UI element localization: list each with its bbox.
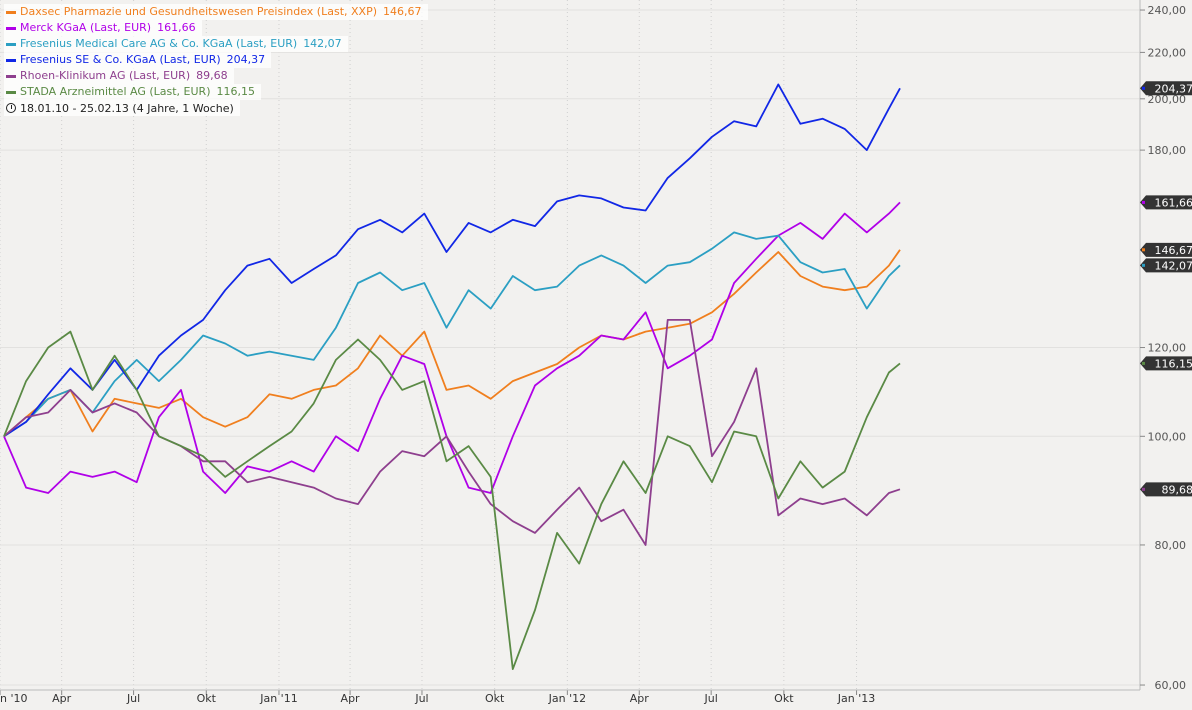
y-tick-label: 220,00	[1148, 46, 1187, 59]
legend-series-name: Fresenius SE & Co. KGaA (Last, EUR)	[20, 53, 221, 66]
x-tick-label: Apr	[52, 692, 72, 705]
badge-color-marker	[1142, 248, 1145, 252]
last-value-label: 146,67	[1155, 244, 1192, 257]
series-line	[3, 83, 901, 438]
last-value-badge	[1140, 258, 1192, 273]
grid	[0, 0, 1140, 690]
legend-series-value: 204,37	[226, 53, 266, 66]
y-tick-label: 200,00	[1148, 93, 1187, 106]
last-value-label: 116,15	[1155, 357, 1192, 370]
x-tick-label: Jul	[704, 692, 718, 705]
x-tick-label: Jan '13	[837, 692, 875, 705]
x-tick-label: Okt	[197, 692, 217, 705]
legend-series-name: Daxsec Pharmazie und Gesundheitswesen Pr…	[20, 5, 377, 18]
series-line	[3, 330, 901, 670]
x-tick-label: Apr	[630, 692, 650, 705]
last-value-badge	[1140, 482, 1192, 497]
legend-series-name: Merck KGaA (Last, EUR)	[20, 21, 152, 34]
y-tick-label: 100,00	[1148, 430, 1187, 443]
legend: Daxsec Pharmazie und Gesundheitswesen Pr…	[4, 4, 428, 116]
badge-color-marker	[1142, 86, 1145, 90]
legend-series-value: 142,07	[303, 37, 342, 50]
x-tick-label: Jan '12	[548, 692, 586, 705]
legend-item: STADA Arzneimittel AG (Last, EUR) 116,15	[4, 84, 261, 100]
last-value-badge	[1140, 195, 1192, 210]
x-axis: n '10 Apr Jul Okt Jan '11 Apr Jul Okt Jan '12 Apr…	[0, 689, 1140, 705]
legend-series-name: STADA Arzneimittel AG (Last, EUR)	[20, 85, 211, 98]
legend-swatch	[6, 90, 16, 94]
legend-swatch	[6, 74, 16, 78]
badge-color-marker	[1142, 487, 1145, 491]
last-value-label: 161,66	[1155, 196, 1192, 209]
legend-item: Rhoen-Klinikum AG (Last, EUR) 89,68	[4, 68, 234, 84]
y-tick-label: 120,00	[1148, 342, 1187, 355]
last-value-badge	[1140, 81, 1192, 96]
badge-color-marker	[1142, 361, 1145, 365]
y-tick-label: 80,00	[1155, 539, 1187, 552]
legend-series-name: Fresenius Medical Care AG & Co. KGaA (La…	[20, 37, 298, 50]
x-tick-label: Okt	[774, 692, 794, 705]
last-value-label: 142,07	[1155, 259, 1192, 272]
legend-item: Merck KGaA (Last, EUR) 161,66	[4, 20, 202, 36]
legend-series-value: 146,67	[383, 5, 422, 18]
x-tick-label: Jul	[414, 692, 428, 705]
last-value-badges: 204,37 161,66 146,67 142,07 116,15 89,68	[1140, 81, 1192, 497]
legend-item: Fresenius Medical Care AG & Co. KGaA (La…	[4, 36, 348, 52]
series-line	[3, 231, 901, 438]
y-tick-label: 240,00	[1148, 4, 1187, 17]
legend-item: Fresenius SE & Co. KGaA (Last, EUR) 204,3…	[4, 52, 272, 68]
legend-swatch	[6, 42, 16, 46]
period-label: 18.01.10 - 25.02.13 (4 Jahre, 1 Woche)	[4, 100, 240, 116]
x-tick-label: Okt	[485, 692, 505, 705]
y-tick-label: 180,00	[1148, 144, 1187, 157]
x-tick-label: Jul	[126, 692, 140, 705]
legend-series-name: Rhoen-Klinikum AG (Last, EUR)	[20, 69, 191, 82]
last-value-badge	[1140, 356, 1192, 371]
last-value-badge	[1140, 242, 1192, 257]
x-tick-label: Apr	[341, 692, 361, 705]
legend-swatch	[6, 26, 16, 30]
legend-series-value: 161,66	[157, 21, 196, 34]
legend-item: Daxsec Pharmazie und Gesundheitswesen Pr…	[4, 4, 428, 20]
legend-swatch	[6, 58, 16, 62]
series-line	[3, 249, 901, 437]
series-lines	[3, 83, 901, 670]
legend-series-value: 116,15	[216, 85, 256, 98]
period-text: 18.01.10 - 25.02.13 (4 Jahre, 1 Woche)	[20, 101, 234, 115]
clock-icon	[6, 103, 16, 113]
y-axis: 60,00 80,00 100,00 120,00 180,00 200,00 220,00…	[1139, 0, 1187, 692]
last-value-label: 204,37	[1155, 82, 1192, 95]
badge-color-marker	[1142, 263, 1145, 267]
legend-swatch	[6, 10, 16, 14]
last-value-label: 89,68	[1162, 483, 1192, 496]
badge-color-marker	[1142, 200, 1145, 204]
legend-series-value: 89,68	[196, 69, 228, 82]
x-tick-label: n '10	[0, 692, 28, 705]
y-tick-label: 60,00	[1155, 679, 1187, 692]
x-tick-label: Jan '11	[259, 692, 297, 705]
